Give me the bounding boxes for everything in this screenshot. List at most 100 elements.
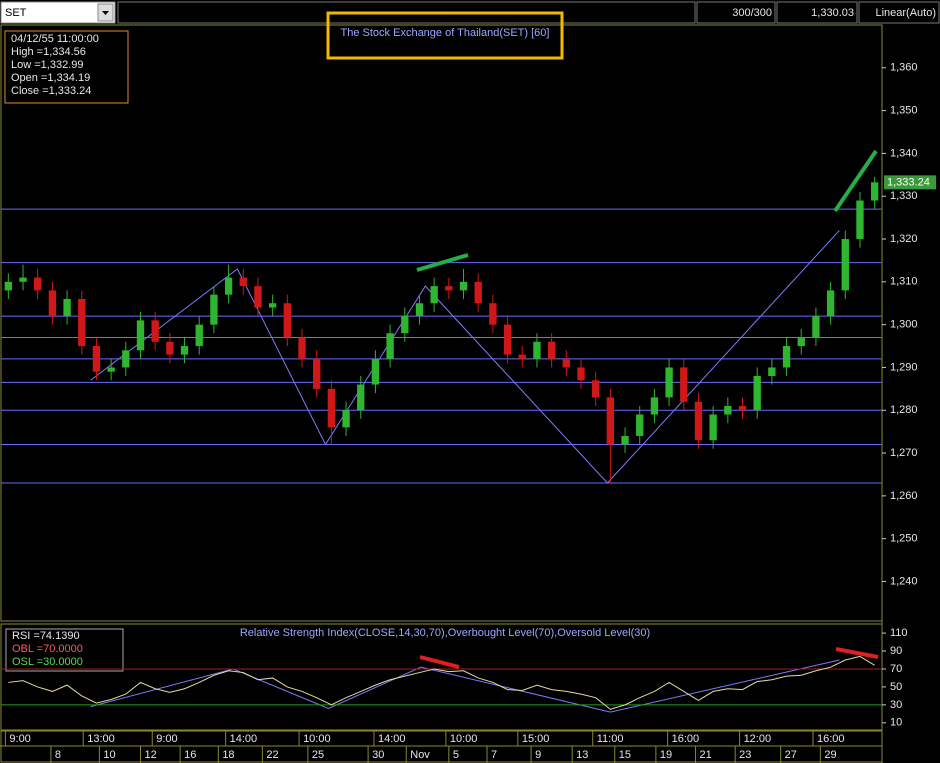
y-tick-label: 1,310	[890, 276, 918, 288]
info-text: Low =1,332.99	[11, 59, 83, 71]
candle-body	[342, 410, 350, 428]
y-tick-label: 30	[890, 699, 902, 711]
candle-body	[680, 367, 688, 402]
date-tick-label: 29	[824, 749, 836, 761]
x-tick-label: 11:00	[597, 733, 624, 745]
info-text: OBL =70.0000	[12, 643, 83, 655]
y-tick-label: 1,300	[890, 319, 918, 331]
y-tick-label: 1,290	[890, 361, 918, 373]
annotation-stroke	[835, 647, 879, 659]
candle-body	[401, 316, 409, 334]
date-tick-label: 19	[660, 749, 672, 761]
toolbar-cell	[117, 1, 696, 24]
annotation-stroke	[419, 655, 460, 669]
date-tick-label: 7	[491, 749, 497, 761]
y-tick-label: 90	[890, 645, 902, 657]
date-tick-label: 5	[453, 749, 459, 761]
y-tick-label: 1,360	[890, 62, 918, 74]
toolbar-cell	[696, 1, 776, 24]
symbol-select[interactable]	[0, 1, 116, 24]
title-highlight	[326, 11, 564, 60]
y-tick-label: 50	[890, 681, 902, 693]
toolbar-cell[interactable]	[858, 1, 940, 24]
y-tick-label: 1,330	[890, 190, 918, 202]
date-tick-label: 21	[700, 749, 712, 761]
candle-body	[606, 397, 615, 445]
candle-body	[650, 397, 659, 415]
candle-body	[283, 303, 291, 338]
candle-body	[841, 239, 849, 291]
price-info-box	[4, 30, 129, 104]
candle-body	[533, 341, 541, 359]
candle-body	[474, 281, 482, 304]
info-text: 04/12/55 11:00:00	[11, 33, 99, 45]
candle-body	[503, 324, 512, 355]
candle-body	[78, 298, 86, 347]
candle-body	[298, 337, 306, 359]
date-tick-label: 18	[222, 749, 234, 761]
y-tick-label: 1,250	[890, 533, 918, 545]
candle-body	[797, 337, 805, 347]
candle-body	[753, 376, 761, 411]
candle-body	[254, 286, 262, 308]
scale-mode[interactable]: Linear(Auto)	[875, 7, 936, 19]
dropdown-arrow	[102, 11, 109, 15]
candle-body	[621, 435, 629, 445]
y-tick-label: 70	[890, 663, 902, 675]
x-tick-label: 15:00	[522, 733, 550, 745]
x-tick-label: 16:00	[817, 733, 845, 745]
candle-body	[768, 367, 776, 377]
candle-body	[694, 401, 703, 441]
candle-body	[195, 324, 203, 347]
candle-body	[489, 303, 497, 325]
x-tick-label: 9:00	[9, 733, 30, 745]
x-tick-label: 10:00	[450, 733, 478, 745]
rsi-info-box	[5, 628, 124, 672]
y-tick-label: 1,350	[890, 105, 918, 117]
y-tick-label: 1,320	[890, 233, 918, 245]
candle-body	[812, 316, 820, 338]
info-text: OSL =30.0000	[12, 656, 83, 668]
candle-body	[547, 341, 556, 359]
date-tick-label: 25	[312, 749, 324, 761]
candle-body	[856, 200, 864, 240]
y-tick-label: 1,270	[890, 447, 918, 459]
date-tick-label: 27	[785, 749, 797, 761]
candle-body	[738, 405, 747, 411]
x-tick-label: 12:00	[744, 733, 772, 745]
date-tick-label: 8	[55, 749, 61, 761]
y-tick-label: 1,240	[890, 575, 918, 587]
candle-body	[445, 286, 453, 291]
candle-body	[63, 298, 71, 317]
candle-body	[592, 380, 600, 398]
last-price-label: 1,333.24	[887, 176, 930, 188]
candle-body	[826, 290, 835, 317]
candle-body	[665, 367, 673, 398]
y-tick-label: 1,280	[890, 404, 918, 416]
date-tick-label: 15	[619, 749, 631, 761]
date-tick-label: 12	[144, 749, 156, 761]
y-tick-label: 1,260	[890, 490, 918, 502]
candle-body	[371, 358, 380, 385]
y-tick-label: 10	[890, 717, 902, 729]
candle-body	[151, 320, 159, 342]
x-tick-label: 14:00	[378, 733, 406, 745]
annotation-stroke	[833, 149, 878, 213]
annotation-stroke	[416, 253, 469, 272]
info-text: RSI =74.1390	[12, 630, 80, 642]
candle-body	[459, 281, 468, 291]
candle-body	[268, 303, 277, 308]
rsi-title: Relative Strength Index(CLOSE,14,30,70),…	[240, 627, 650, 639]
candle-body	[518, 354, 526, 359]
candle-body	[4, 281, 13, 291]
candle-body	[724, 405, 732, 415]
date-tick-label: Nov	[410, 749, 430, 761]
x-tick-label: 9:00	[156, 733, 177, 745]
info-text: Close =1,333.24	[11, 85, 91, 97]
candle-body	[709, 414, 717, 441]
date-tick-label: 22	[266, 749, 278, 761]
candle-body	[19, 277, 27, 282]
bar-count: 300/300	[732, 7, 772, 19]
